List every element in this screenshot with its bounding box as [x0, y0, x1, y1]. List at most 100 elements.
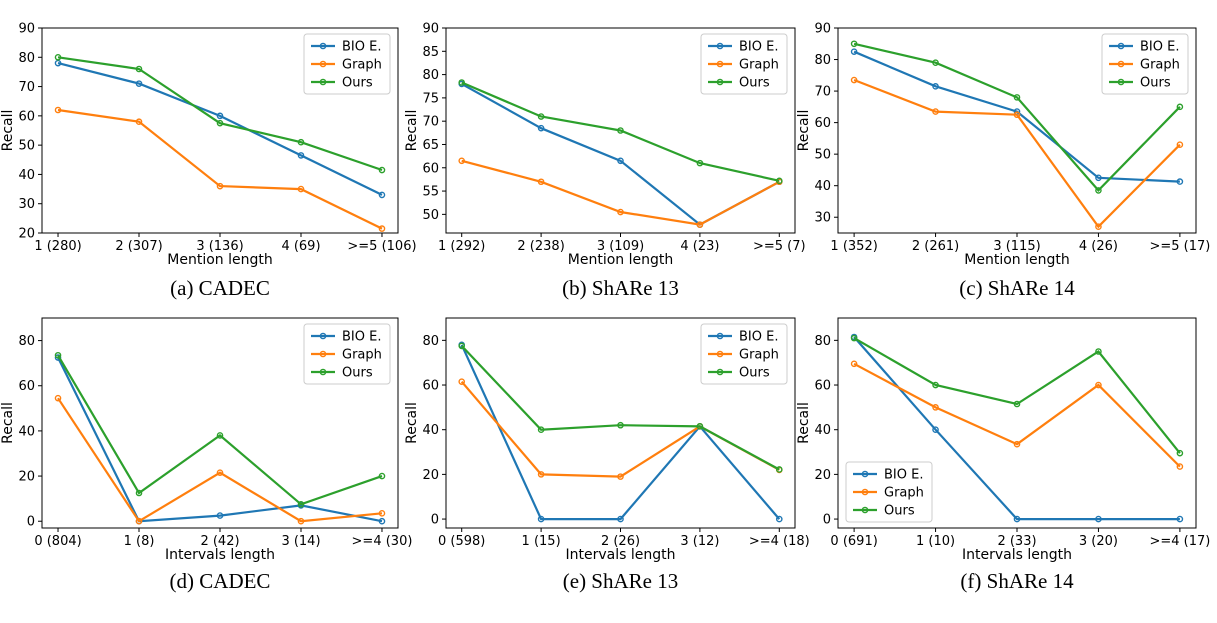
data-point-bioe	[617, 515, 624, 523]
data-point-ours	[216, 432, 224, 439]
legend-marker	[716, 60, 724, 68]
data-point-bioe	[54, 354, 62, 361]
x-tick-label: 1 (15)	[522, 534, 561, 549]
legend-label: Ours	[739, 366, 770, 381]
data-point-ours	[378, 166, 386, 174]
legend-label: Graph	[884, 486, 924, 501]
data-point-bioe	[850, 48, 858, 55]
legend-label: Ours	[342, 76, 373, 91]
y-tick-label: 40	[814, 423, 831, 438]
y-tick-label: 70	[422, 115, 439, 130]
legend: BIO E. Graph Ours	[303, 33, 391, 95]
legend-label: BIO E.	[884, 468, 923, 483]
legend-marker	[319, 368, 327, 376]
legend-marker	[716, 332, 724, 340]
series-line-graph	[853, 362, 1181, 468]
x-tick-label: >=4 (30)	[352, 534, 413, 549]
y-tick-label: 30	[814, 211, 831, 226]
chart-6: 0 20 40 60 80 0 (691) 1 (10) 2 (33) 3 (20) >=4 (1…	[796, 317, 1210, 593]
data-point-ours	[850, 40, 858, 48]
data-point-bioe	[216, 112, 224, 120]
data-point-ours	[54, 53, 62, 61]
y-axis-label: Recall	[796, 110, 812, 152]
data-point-ours	[696, 159, 704, 167]
legend-marker	[716, 42, 724, 50]
y-tick-label: 0	[27, 515, 35, 530]
x-tick-label: 0 (598)	[438, 534, 485, 549]
y-tick-label: 90	[422, 22, 439, 37]
legend-marker	[319, 332, 327, 340]
y-tick-label: 50	[422, 208, 439, 223]
legend: BIO E. Graph Ours	[303, 323, 391, 385]
data-point-ours	[617, 421, 624, 429]
data-point-bioe	[378, 191, 386, 199]
x-tick-label: 3 (12)	[680, 534, 719, 549]
x-tick-label: 2 (26)	[601, 534, 640, 549]
legend-label: Graph	[342, 348, 382, 363]
legend-label: BIO E.	[739, 330, 778, 345]
data-point-ours	[216, 119, 224, 127]
y-tick-label: 20	[18, 470, 35, 485]
data-point-graph	[458, 378, 466, 385]
y-tick-label: 20	[18, 227, 35, 242]
legend-label: Ours	[342, 366, 373, 381]
data-point-ours	[1095, 348, 1102, 355]
legend-marker	[1117, 78, 1125, 86]
x-tick-label: 0 (804)	[34, 534, 81, 549]
series-line-ours	[57, 56, 383, 172]
data-point-graph	[297, 517, 305, 525]
x-tick-label: 3 (109)	[597, 239, 644, 254]
y-tick-label: 90	[814, 22, 831, 37]
series-line-ours	[460, 345, 780, 471]
data-point-graph	[216, 469, 224, 476]
x-tick-label: >=5 (17)	[1149, 239, 1210, 254]
series-line-ours	[853, 337, 1181, 454]
data-point-ours	[617, 127, 624, 134]
y-tick-label: 60	[18, 379, 35, 394]
legend-marker	[319, 350, 327, 358]
legend-label: BIO E.	[342, 40, 381, 55]
x-axis-label: Mention length	[964, 252, 1069, 268]
y-tick-label: 80	[18, 51, 35, 66]
x-axis-label: Intervals length	[962, 547, 1072, 563]
data-point-ours	[458, 79, 466, 86]
data-point-bioe	[932, 83, 939, 90]
legend-label: BIO E.	[1140, 40, 1179, 55]
x-tick-label: >=5 (106)	[347, 239, 416, 254]
x-tick-label: 1 (352)	[830, 239, 877, 254]
chart-2: 50 55 60 65 70 75 80 85 90 1 (292) 2 (238) 3 (109) 4…	[404, 22, 806, 301]
chart-1: 20 30 40 50 60 70 80 90 1 (280) 2 (307) 3 (136) 4 (…	[0, 22, 417, 301]
chart-caption: (a) CADEC	[170, 276, 270, 300]
legend-box	[700, 33, 788, 95]
y-axis-label: Recall	[404, 110, 420, 152]
data-point-ours	[696, 423, 704, 430]
data-point-graph	[54, 394, 62, 402]
chart-5: 0 20 40 60 80 0 (598) 1 (15) 2 (26) 3 (12) >=4 (1…	[404, 317, 810, 593]
legend-label: Ours	[884, 504, 915, 519]
y-tick-label: 70	[18, 80, 35, 95]
x-tick-label: 1 (10)	[916, 534, 955, 549]
x-tick-label: 2 (42)	[200, 534, 239, 549]
series-line-bioe	[57, 357, 383, 523]
series-line-bioe	[461, 82, 780, 226]
series-line-graph	[57, 108, 383, 230]
data-point-graph	[216, 182, 224, 190]
y-tick-label: 80	[18, 334, 35, 349]
data-point-graph	[297, 185, 305, 193]
y-tick-label: 80	[422, 334, 439, 349]
legend-marker	[861, 506, 869, 514]
y-tick-label: 20	[814, 468, 831, 483]
legend: BIO E. Graph Ours	[1101, 33, 1189, 95]
chart-caption: (e) ShARe 13	[563, 569, 678, 593]
y-tick-label: 60	[814, 116, 831, 131]
legend-label: Ours	[739, 76, 770, 91]
series-line-bioe	[460, 344, 781, 521]
y-axis-label: Recall	[796, 402, 812, 444]
legend-marker	[319, 78, 327, 86]
x-axis-label: Intervals length	[165, 547, 275, 563]
x-axis-label: Intervals length	[566, 547, 676, 563]
x-tick-label: 4 (69)	[281, 239, 320, 254]
legend-label: Graph	[739, 58, 779, 73]
data-point-ours	[54, 351, 62, 359]
series-line-graph	[853, 78, 1181, 229]
